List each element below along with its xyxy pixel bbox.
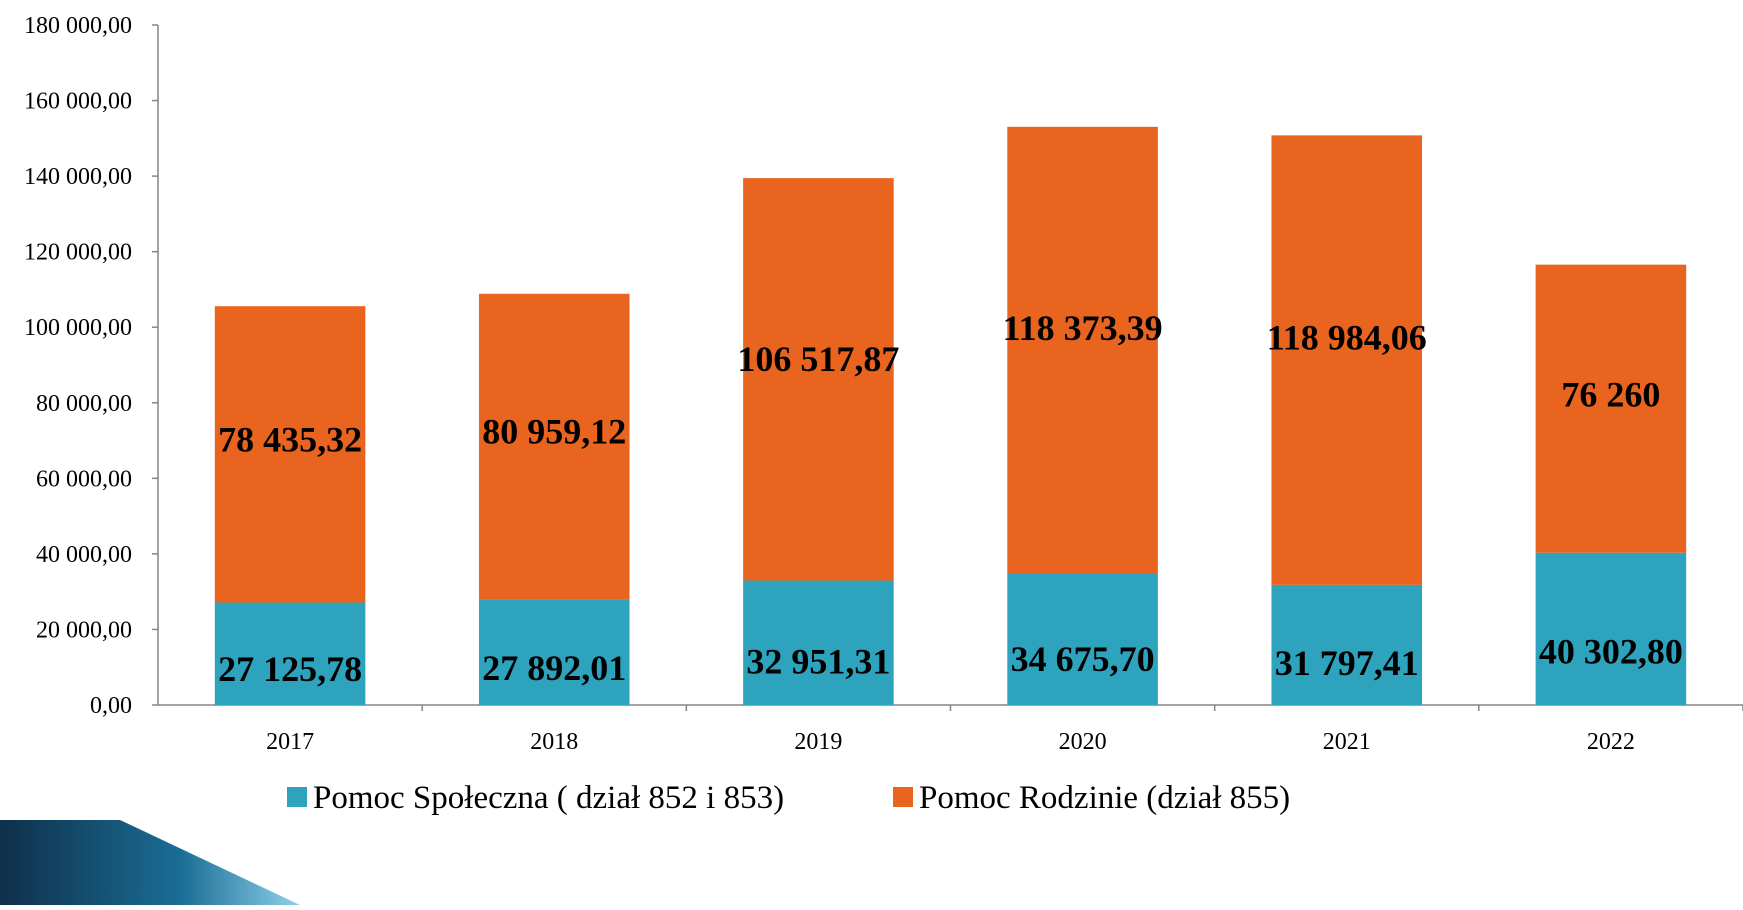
x-tick-label: 2021 [1323, 729, 1371, 755]
y-tick-label: 120 000,00 [24, 240, 132, 266]
y-tick-label: 160 000,00 [24, 89, 132, 115]
data-label: 118 984,06 [1267, 318, 1427, 358]
data-label: 106 517,87 [737, 339, 899, 379]
legend: Pomoc Społeczna ( dział 852 i 853) Pomoc … [287, 780, 1290, 816]
data-label: 32 951,31 [746, 641, 890, 681]
data-label: 78 435,32 [218, 420, 362, 460]
y-tick-label: 180 000,00 [24, 13, 132, 39]
bar-segment-pomoc-spoleczna-2017 [214, 602, 366, 705]
legend-label: Pomoc Rodzinie (dział 855) [919, 780, 1290, 816]
bar-segment-pomoc-spoleczna-2018 [478, 599, 630, 705]
x-tick-label: 2020 [1059, 729, 1107, 755]
bar-segment-pomoc-rodzinie-2017 [214, 306, 366, 603]
y-tick-label: 140 000,00 [24, 164, 132, 190]
x-tick-label: 2017 [266, 729, 314, 755]
corner-swoosh-decoration [0, 820, 300, 905]
bar-segment-pomoc-rodzinie-2021 [1271, 135, 1423, 585]
x-tick-label: 2019 [794, 729, 842, 755]
data-label: 118 373,39 [1003, 308, 1163, 348]
x-tick-label: 2018 [530, 729, 578, 755]
legend-swatch [287, 787, 307, 807]
bar-segment-pomoc-rodzinie-2022 [1535, 264, 1687, 553]
data-label: 31 797,41 [1275, 643, 1419, 683]
axes: 0,00 20 000,00 40 000,00 60 000,00 80 000,00… [24, 13, 1743, 755]
y-tick-label: 100 000,00 [24, 315, 132, 341]
x-tick-label: 2022 [1587, 729, 1635, 755]
bars [214, 126, 1687, 705]
data-label: 34 675,70 [1011, 639, 1155, 679]
bar-segment-pomoc-spoleczna-2022 [1535, 552, 1687, 705]
y-tick-label: 60 000,00 [36, 466, 132, 492]
data-label: 27 125,78 [218, 649, 362, 689]
y-tick-label: 20 000,00 [36, 617, 132, 643]
y-tick-label: 80 000,00 [36, 391, 132, 417]
y-tick-label: 40 000,00 [36, 542, 132, 568]
bar-segment-pomoc-spoleczna-2019 [743, 580, 894, 705]
bar-segment-pomoc-rodzinie-2020 [1007, 126, 1158, 575]
data-label: 27 892,01 [482, 648, 626, 688]
data-label: 80 959,12 [482, 411, 626, 451]
bar-segment-pomoc-spoleczna-2021 [1271, 584, 1423, 705]
data-label: 40 302,80 [1539, 632, 1683, 672]
legend-label: Pomoc Społeczna ( dział 852 i 853) [313, 780, 784, 816]
legend-swatch [893, 787, 913, 807]
data-label: 76 260 [1561, 374, 1660, 414]
bar-segment-pomoc-rodzinie-2018 [478, 293, 630, 600]
bar-segment-pomoc-rodzinie-2019 [743, 178, 894, 581]
bar-segment-pomoc-spoleczna-2020 [1007, 574, 1158, 705]
y-tick-label: 0,00 [90, 693, 132, 719]
data-labels: 27 125,78 78 435,32 27 892,01 80 959,12 32 9… [218, 308, 1683, 689]
